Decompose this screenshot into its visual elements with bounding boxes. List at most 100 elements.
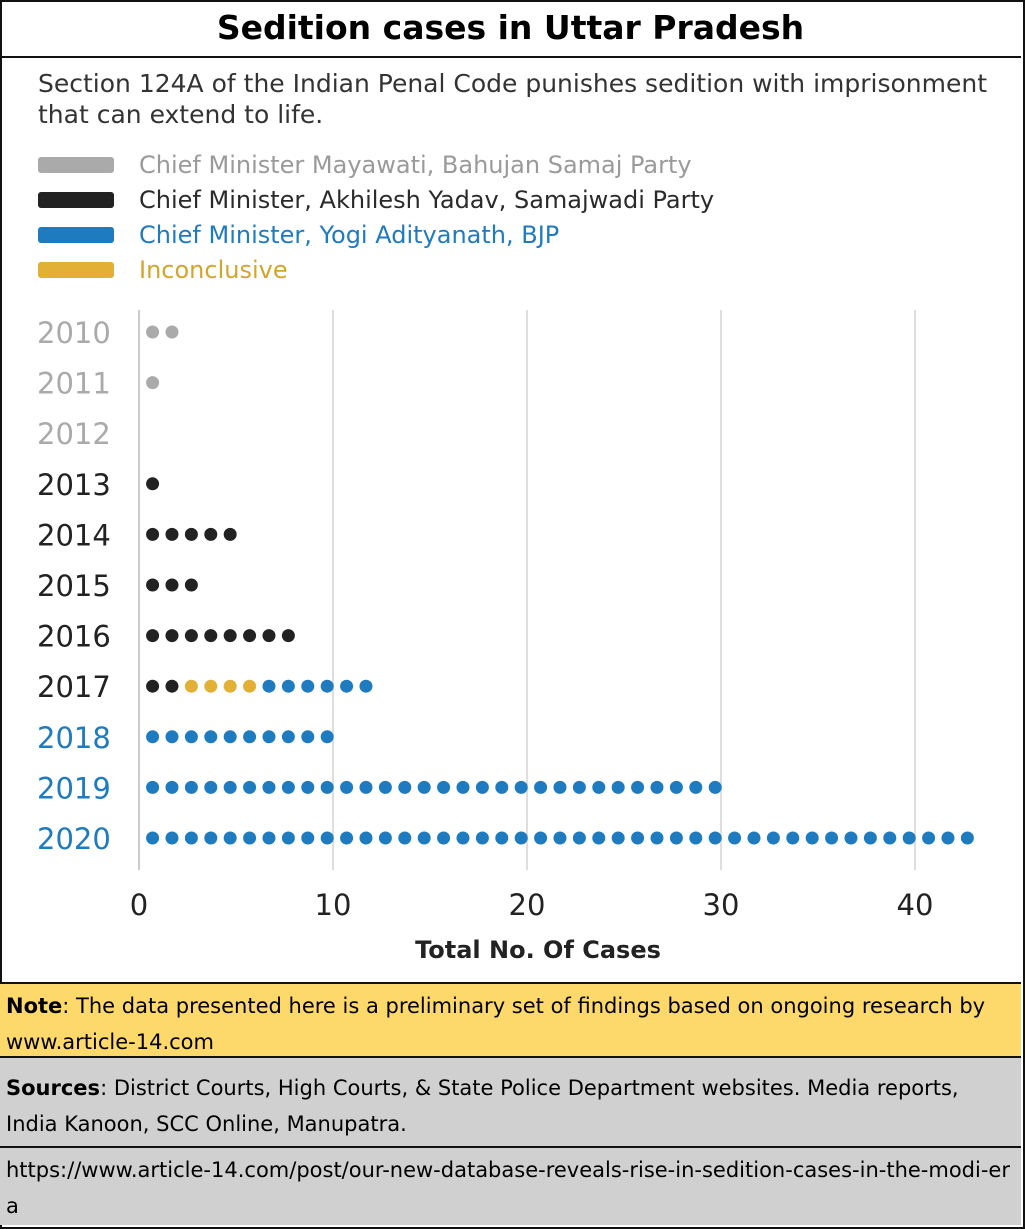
data-point [669,831,683,845]
data-point [689,780,703,794]
data-point [592,831,606,845]
data-point [146,325,160,339]
data-point [165,831,179,845]
data-point [359,780,373,794]
legend-label: Inconclusive [139,256,288,284]
data-point [243,679,257,693]
year-label: 2014 [37,518,111,552]
data-point [262,629,276,643]
data-point [243,730,257,744]
sources-label: Sources [6,1076,101,1100]
data-point [902,831,916,845]
data-point [534,780,548,794]
x-tick-label: 30 [703,888,740,922]
data-point [184,730,198,744]
data-point [475,831,489,845]
data-point [475,780,489,794]
data-point [553,831,567,845]
data-point [611,831,625,845]
year-label: 2010 [37,316,111,350]
note-text: : The data presented here is a prelimina… [6,994,986,1054]
legend-item-inconclusive: Inconclusive [38,253,938,288]
legend-label: Chief Minister, Akhilesh Yadav, Samajwad… [139,186,715,214]
sources-text: : District Courts, High Courts, & State … [6,1076,959,1136]
data-point [631,831,645,845]
data-point [146,629,160,643]
data-point [223,629,237,643]
data-point [204,831,218,845]
chart-subtitle: Section 124A of the Indian Penal Code pu… [38,69,988,129]
legend-swatch [38,227,114,243]
dot-plot-chart: 2010201120122013201420152016201720182019… [37,310,974,964]
data-point [165,780,179,794]
data-point [146,527,160,541]
data-point [495,831,509,845]
year-label: 2019 [37,771,111,805]
legend-swatch [38,157,114,173]
data-point [417,831,431,845]
data-point [863,831,877,845]
data-point [844,831,858,845]
data-point [708,780,722,794]
legend-item-mayawati: Chief Minister Mayawati, Bahujan Samaj P… [38,148,938,183]
legend-swatch [38,192,114,208]
note-box: Note: The data presented here is a preli… [0,982,1021,1058]
data-point [146,679,160,693]
data-point [262,679,276,693]
year-label: 2011 [37,367,111,401]
data-point [534,831,548,845]
data-point [378,780,392,794]
chart-legend: Chief Minister Mayawati, Bahujan Samaj P… [38,148,938,288]
x-tick-label: 20 [509,888,546,922]
data-point [184,578,198,592]
data-point [320,780,334,794]
year-label: 2012 [37,417,111,451]
data-point [184,780,198,794]
legend-item-yogi: Chief Minister, Yogi Adityanath, BJP [38,218,938,253]
year-label: 2013 [37,468,111,502]
x-tick-label: 10 [315,888,352,922]
data-point [301,730,315,744]
data-point [883,831,897,845]
data-point [262,730,276,744]
page-title: Sedition cases in Uttar Pradesh [0,0,1021,58]
data-point [243,629,257,643]
data-point [320,730,334,744]
data-point [340,679,354,693]
data-point [146,578,160,592]
data-point [243,831,257,845]
data-point [437,831,451,845]
data-point [669,780,683,794]
data-point [514,831,528,845]
year-label: 2020 [37,822,111,856]
data-point [728,831,742,845]
data-point [165,325,179,339]
data-point [281,780,295,794]
year-label: 2015 [37,569,111,603]
data-point [223,527,237,541]
data-point [572,780,586,794]
data-point [437,780,451,794]
data-point [184,831,198,845]
data-point [223,780,237,794]
x-tick-label: 40 [897,888,934,922]
data-point [340,780,354,794]
data-point [592,780,606,794]
source-url: https://www.article-14.com/post/our-new-… [0,1148,1021,1225]
data-point [650,831,664,845]
data-point [165,679,179,693]
data-point [825,831,839,845]
data-point [553,780,567,794]
data-point [960,831,974,845]
x-tick-label: 0 [130,888,148,922]
data-point [747,831,761,845]
data-point [146,376,160,390]
data-point [941,831,955,845]
sources-box: Sources: District Courts, High Courts, &… [0,1058,1021,1148]
data-point [223,831,237,845]
legend-swatch [38,262,114,278]
data-point [572,831,586,845]
data-point [146,477,160,491]
data-point [340,831,354,845]
